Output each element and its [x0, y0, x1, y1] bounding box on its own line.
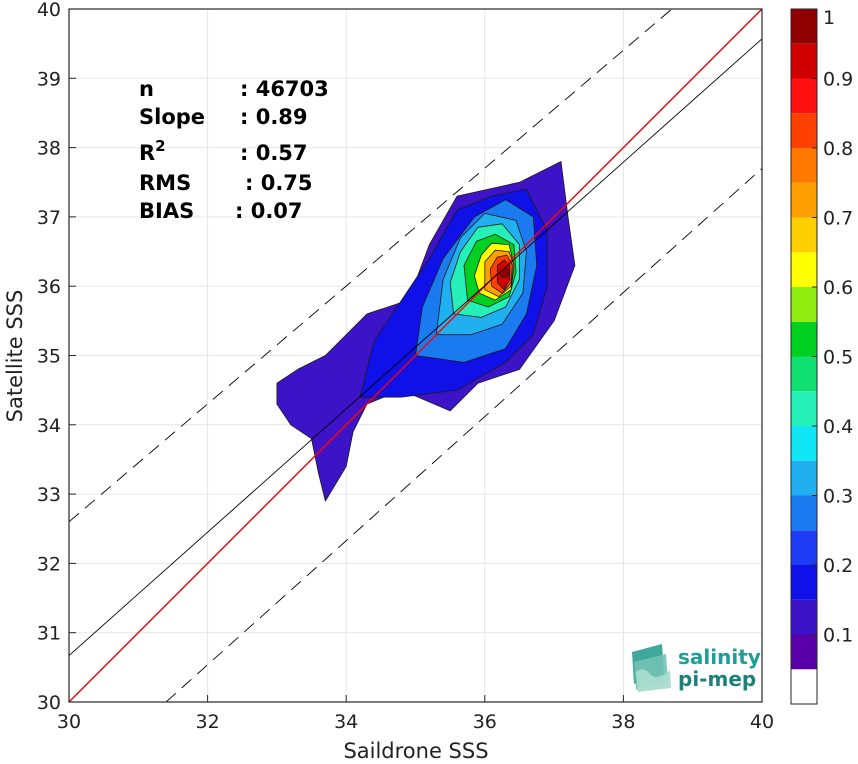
y-axis-ticks: 30 31 32 33 34 35 36 37 38 39 40 — [37, 0, 76, 714]
x-tick-label: 36 — [473, 711, 497, 733]
ref-line-lower-bound — [165, 168, 762, 702]
ref-line-one-to-one — [69, 9, 762, 702]
x-tick-label: 40 — [750, 711, 774, 733]
colorbar-tick-label: 0.7 — [823, 208, 853, 230]
y-tick-label: 30 — [37, 692, 61, 714]
logo-text-salinity: salinity — [678, 645, 761, 669]
colorbar-tick-label: 0.9 — [823, 69, 853, 91]
stat-value: : 0.75 — [245, 171, 313, 195]
stat-value: : 46703 — [240, 77, 329, 101]
y-tick-label: 36 — [37, 276, 61, 298]
colorbar-segment — [791, 9, 817, 44]
density-contours — [276, 161, 576, 502]
colorbar-segment — [791, 321, 817, 357]
colorbar: 0.1 0.2 0.3 0.4 0.5 0.6 0.7 0.8 0.9 1 — [790, 7, 853, 705]
stat-value: : 0.57 — [240, 141, 308, 165]
x-tick-label: 32 — [196, 711, 220, 733]
colorbar-segment — [791, 495, 817, 531]
salinity-pimep-logo: salinity pi-mep — [632, 644, 761, 692]
y-tick-label: 31 — [37, 623, 61, 645]
colorbar-segment — [791, 356, 817, 392]
colorbar-segment — [791, 426, 817, 461]
colorbar-segment — [791, 391, 817, 426]
colorbar-segment — [791, 634, 817, 670]
y-tick-label: 33 — [37, 484, 61, 506]
y-tick-label: 39 — [37, 68, 61, 90]
colorbar-segment — [791, 460, 817, 496]
x-axis-label: Saildrone SSS — [343, 739, 488, 763]
grid — [68, 8, 763, 703]
stat-value: : 0.89 — [240, 105, 308, 129]
colorbar-segment — [791, 78, 817, 114]
stat-label: RMS — [139, 171, 191, 195]
colorbar-tick-label: 0.5 — [823, 347, 853, 369]
colorbar-tick-label: 1 — [823, 7, 835, 29]
colorbar-segment — [791, 669, 817, 704]
colorbar-segment — [791, 287, 817, 322]
colorbar-segment — [791, 565, 817, 600]
y-axis-label: Satellite SSS — [3, 290, 27, 423]
colorbar-segment — [791, 252, 817, 287]
y-tick-label: 38 — [37, 138, 61, 160]
ref-line-regression — [69, 38, 762, 656]
colorbar-segment — [791, 148, 817, 183]
colorbar-segment — [791, 599, 817, 635]
y-tick-label: 37 — [37, 207, 61, 229]
reference-lines — [69, 9, 762, 702]
x-tick-label: 38 — [611, 711, 635, 733]
colorbar-tick-label: 0.2 — [823, 555, 853, 577]
logo-text-pimep: pi-mep — [678, 667, 756, 691]
colorbar-tick-label: 0.6 — [823, 277, 853, 299]
stat-value: : 0.07 — [235, 199, 303, 223]
colorbar-segment — [791, 113, 817, 148]
colorbar-tick-label: 0.1 — [823, 625, 853, 647]
y-tick-label: 35 — [37, 346, 61, 368]
stat-label: Slope — [139, 105, 205, 129]
colorbar-tick-label: 0.4 — [823, 416, 853, 438]
colorbar-tick-label: 0.8 — [823, 138, 853, 160]
x-axis-ticks: 30 32 34 36 38 40 — [57, 695, 774, 733]
ref-line-upper-bound — [69, 9, 673, 523]
colorbar-segment — [791, 43, 817, 79]
colorbar-segment — [791, 182, 817, 218]
density-peak — [498, 267, 510, 278]
colorbar-segment — [791, 217, 817, 253]
logo-wave-icon — [632, 644, 671, 692]
x-tick-label: 30 — [57, 711, 81, 733]
y-tick-label: 32 — [37, 553, 61, 575]
colorbar-tick-label: 0.3 — [823, 486, 853, 508]
colorbar-segment — [791, 530, 817, 565]
y-tick-label: 40 — [37, 0, 61, 21]
stat-label: n — [139, 77, 154, 101]
x-tick-label: 34 — [334, 711, 358, 733]
stat-label: BIAS — [139, 199, 194, 223]
y-tick-label: 34 — [37, 415, 61, 437]
